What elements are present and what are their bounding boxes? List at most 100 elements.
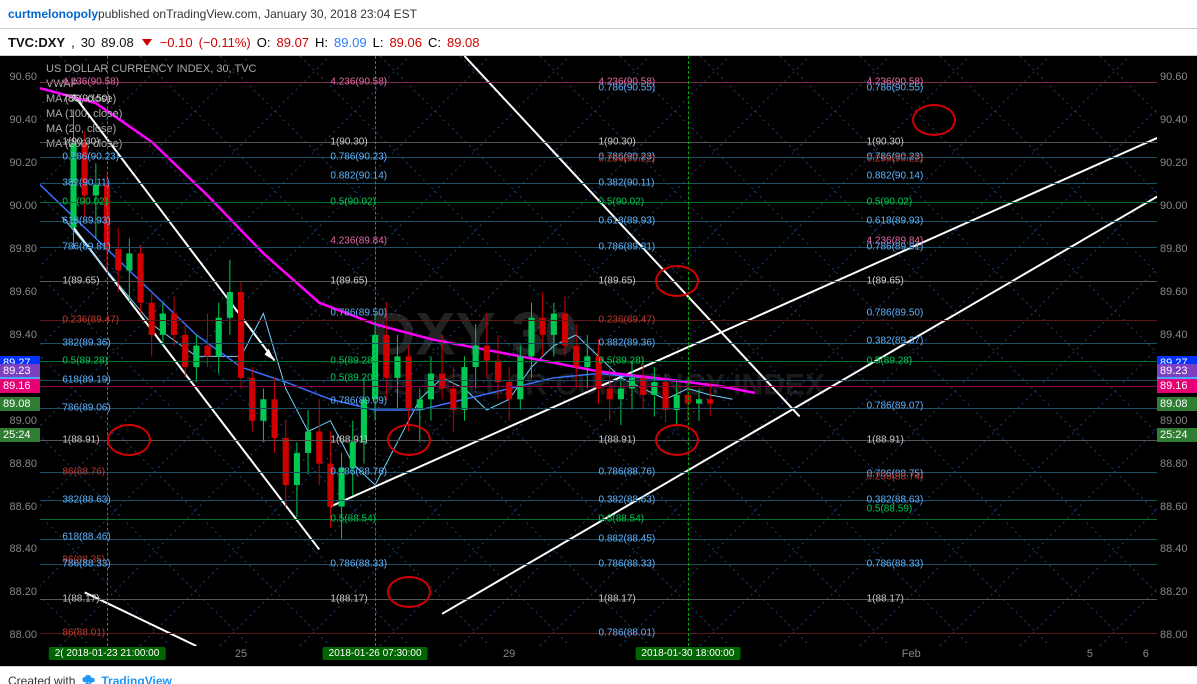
h-value: 89.09 [334,35,367,50]
chart-canvas[interactable]: DXY 30 US DOLLAR CURRENCY INDEX US DOLLA… [40,56,1157,646]
fib-label: 1(88.17) [330,593,367,604]
fib-label: 1(88.91) [330,435,367,446]
highlight-circle [387,424,431,456]
fib-label: 0.786(89.09) [330,396,387,407]
vertical-date-line [375,56,376,646]
fib-label: 0.5(88.59) [867,503,913,514]
pub-suffix: , January 30, 2018 23:04 EST [257,7,416,21]
fib-label: 4.236(90.58) [62,76,119,87]
fib-label: 0.382(89.37) [867,336,924,347]
fib-label: 0.618(89.93) [599,216,656,227]
fib-label: 1(90.30) [62,136,99,147]
y-tick: 88.60 [9,501,37,513]
highlight-circle [387,576,431,608]
fib-label: 382(90.11) [62,177,110,188]
y-tick: 90.40 [9,114,37,126]
y-tick: 90.60 [9,71,37,83]
fib-label: 1(88.91) [599,435,636,446]
y-axis-right: 88.0088.2088.4088.6088.8089.0089.2089.40… [1157,56,1197,646]
fib-label: 1(88.17) [867,593,904,604]
y-tick: 89.60 [9,286,37,298]
countdown-flag: 25:24 [0,428,40,442]
x-date-flag: 2018-01-30 18:00:00 [635,647,740,660]
fib-label: 0.5(88.54) [330,514,376,525]
fib-label: 0.786(88.33) [330,559,387,570]
legend-row: US DOLLAR CURRENCY INDEX, 30, TVC [46,62,256,77]
price-flag: 89.08 [0,397,40,411]
vertical-date-line [107,56,108,646]
fib-label: 0.786(89.50) [867,308,924,319]
y-tick: 88.00 [1160,629,1188,641]
fib-label: 0.882(89.36) [599,338,656,349]
change-pct: (−0.11%) [199,35,251,50]
fib-label: 0.5(88.54) [599,514,645,525]
x-axis: 252930Feb562( 2018-01-23 21:00:002018-01… [40,646,1157,666]
x-date-flag: 2( 2018-01-23 21:00:00 [49,647,166,660]
y-tick: 88.20 [9,586,37,598]
footer-brand: TradingView [101,674,171,684]
c-label: C: [428,35,441,50]
fib-label: 0.5(89.28) [62,355,108,366]
fib-label: 0.882(88.45) [599,533,656,544]
x-tick: 29 [503,648,515,660]
fib-label: 0.786(90.23) [62,151,119,162]
h-level-line [40,408,1157,409]
fib-label: 0.786(88.76) [330,467,387,478]
fib-label: 0.786(88.76) [599,467,656,478]
fib-label: 0.236(89.47) [599,314,656,325]
legend-row: MA (100, close) [46,107,256,122]
fib-label: 0.786(89.07) [867,400,924,411]
y-tick: 88.20 [1160,586,1188,598]
author-link[interactable]: curtmelonopoly [8,7,98,21]
y-tick: 90.60 [1160,71,1188,83]
fib-label: 86(88.01) [62,628,105,639]
fib-label: 0.5(89.28) [599,355,645,366]
price-flag: 89.16 [0,379,40,393]
y-tick: 90.40 [1160,114,1188,126]
fib-label: 0.5(90.02) [867,196,913,207]
o-value: 89.07 [277,35,310,50]
h-level-line [40,386,1157,387]
price-flag: 89.08 [1157,397,1197,411]
y-tick: 88.40 [9,543,37,555]
l-value: 89.06 [389,35,422,50]
y-axis-left: 88.0088.2088.4088.6088.8089.0089.2089.40… [0,56,40,646]
highlight-circle [655,424,699,456]
cloud-chart-icon [81,673,97,684]
fib-label: 0.236(90.22) [867,153,924,164]
fib-label: 0.786(89.81) [867,241,924,252]
last-price: 89.08 [101,35,134,50]
publish-header: curtmelonopoly published on TradingView.… [0,0,1197,29]
fib-label: 1(90.30) [330,136,367,147]
fib-label: 0.236(88.74) [867,471,924,482]
y-tick: 88.80 [9,458,37,470]
fib-label: 0.786(90.55) [599,83,656,94]
fib-label: 0.5(90.02) [599,196,645,207]
y-tick: 90.20 [9,157,37,169]
fib-label: 786(88.33) [62,559,110,570]
fib-label: 0.618(89.93) [867,216,924,227]
fib-label: 786(89.81) [62,241,110,252]
x-tick: Feb [902,648,921,660]
pub-site: TradingView.com [166,7,257,21]
fib-label: 0.786(89.50) [330,308,387,319]
x-tick: 6 [1143,648,1149,660]
price-flag: 89.16 [1157,379,1197,393]
highlight-circle [912,104,956,136]
fib-label: 0.382(88.63) [599,495,656,506]
fib-label: 0.882(90.14) [330,171,387,182]
y-tick: 88.80 [1160,458,1188,470]
c-value: 89.08 [447,35,480,50]
fib-label: 0.882(90.14) [867,171,924,182]
chart-container: 88.0088.2088.4088.6088.8089.0089.2089.40… [0,56,1197,666]
h-label: H: [315,35,328,50]
fib-label: 0.786(88.01) [599,628,656,639]
y-tick: 88.60 [1160,501,1188,513]
fib-label: 786(89.06) [62,402,110,413]
tradingview-logo[interactable]: TradingView [81,673,171,684]
y-tick: 89.40 [1160,329,1188,341]
fib-label: 0.786(89.81) [599,241,656,252]
fib-label: 618(89.19) [62,374,110,385]
footer-prefix: Created with [8,674,75,684]
symbol: TVC:DXY [8,35,65,50]
